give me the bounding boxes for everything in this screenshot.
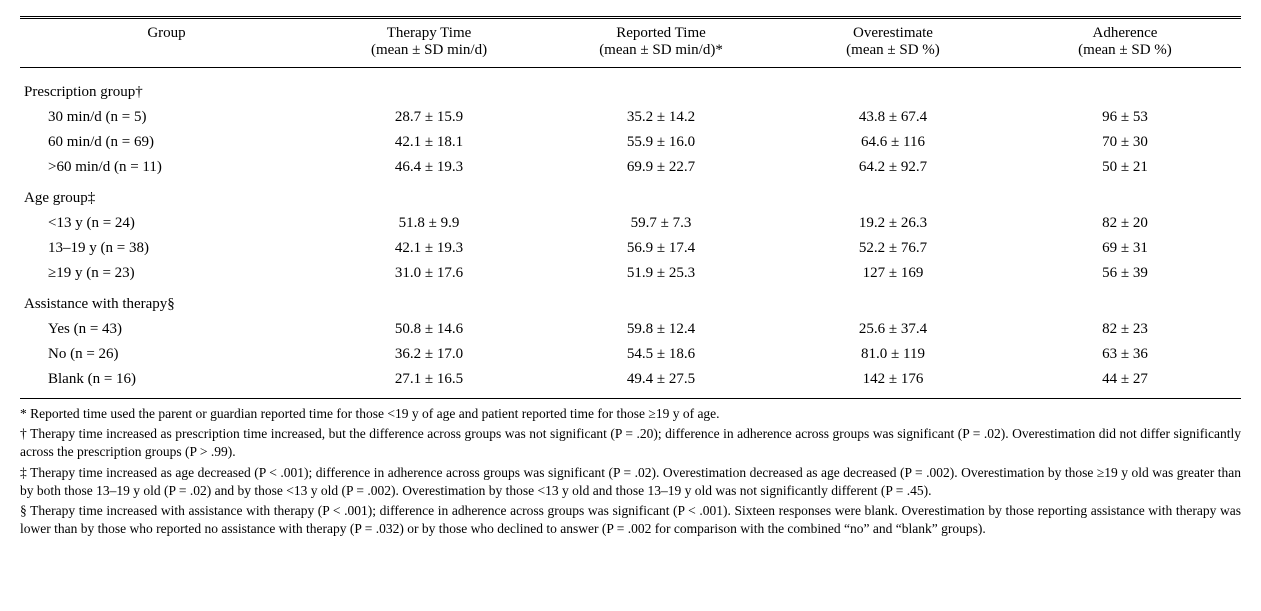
table-row: Blank (n = 16) 27.1 ± 16.5 49.4 ± 27.5 1… [20,367,1241,392]
table-row: Yes (n = 43) 50.8 ± 14.6 59.8 ± 12.4 25.… [20,317,1241,342]
section-row: Prescription group† [20,74,1241,105]
cell-overestimate: 19.2 ± 26.3 [777,211,1009,236]
footnote-dagger: † Therapy time increased as prescription… [20,425,1241,461]
col-header-adherence-l2: (mean ± SD %) [1078,42,1172,58]
section-title: Age group‡ [20,180,313,211]
cell-reported: 59.7 ± 7.3 [545,211,777,236]
col-header-reported-l1: Reported Time [616,25,706,41]
cell-reported: 69.9 ± 22.7 [545,155,777,180]
cell-therapy: 28.7 ± 15.9 [313,105,545,130]
table-row: 60 min/d (n = 69) 42.1 ± 18.1 55.9 ± 16.… [20,130,1241,155]
cell-therapy: 42.1 ± 19.3 [313,236,545,261]
cell-overestimate: 142 ± 176 [777,367,1009,392]
cell-reported: 55.9 ± 16.0 [545,130,777,155]
section-title: Assistance with therapy§ [20,286,313,317]
table-row: >60 min/d (n = 11) 46.4 ± 19.3 69.9 ± 22… [20,155,1241,180]
cell-therapy: 36.2 ± 17.0 [313,342,545,367]
row-label: 60 min/d (n = 69) [20,130,313,155]
section-row: Age group‡ [20,180,1241,211]
cell-adherence: 50 ± 21 [1009,155,1241,180]
row-label: 30 min/d (n = 5) [20,105,313,130]
table-row: 13–19 y (n = 38) 42.1 ± 19.3 56.9 ± 17.4… [20,236,1241,261]
table-row: <13 y (n = 24) 51.8 ± 9.9 59.7 ± 7.3 19.… [20,211,1241,236]
col-header-overestimate-l1: Overestimate [853,25,933,41]
footnote-ddagger: ‡ Therapy time increased as age decrease… [20,464,1241,500]
cell-therapy: 50.8 ± 14.6 [313,317,545,342]
col-header-reported-l2: (mean ± SD min/d)* [599,42,723,58]
table-row: 30 min/d (n = 5) 28.7 ± 15.9 35.2 ± 14.2… [20,105,1241,130]
footnotes: * Reported time used the parent or guard… [20,405,1241,539]
col-header-therapy: Therapy Time (mean ± SD min/d) [313,18,545,68]
cell-reported: 59.8 ± 12.4 [545,317,777,342]
col-header-overestimate-l2: (mean ± SD %) [846,42,940,58]
cell-therapy: 27.1 ± 16.5 [313,367,545,392]
cell-adherence: 96 ± 53 [1009,105,1241,130]
cell-adherence: 69 ± 31 [1009,236,1241,261]
section-row: Assistance with therapy§ [20,286,1241,317]
cell-therapy: 42.1 ± 18.1 [313,130,545,155]
row-label: ≥19 y (n = 23) [20,261,313,286]
cell-adherence: 70 ± 30 [1009,130,1241,155]
cell-adherence: 56 ± 39 [1009,261,1241,286]
col-header-overestimate: Overestimate (mean ± SD %) [777,18,1009,68]
cell-adherence: 82 ± 20 [1009,211,1241,236]
footnote-section: § Therapy time increased with assistance… [20,502,1241,538]
row-label: Blank (n = 16) [20,367,313,392]
cell-reported: 56.9 ± 17.4 [545,236,777,261]
table-row: No (n = 26) 36.2 ± 17.0 54.5 ± 18.6 81.0… [20,342,1241,367]
cell-reported: 49.4 ± 27.5 [545,367,777,392]
cell-overestimate: 81.0 ± 119 [777,342,1009,367]
cell-therapy: 31.0 ± 17.6 [313,261,545,286]
cell-overestimate: 64.6 ± 116 [777,130,1009,155]
cell-reported: 54.5 ± 18.6 [545,342,777,367]
cell-adherence: 63 ± 36 [1009,342,1241,367]
col-header-adherence: Adherence (mean ± SD %) [1009,18,1241,68]
row-label: 13–19 y (n = 38) [20,236,313,261]
cell-therapy: 51.8 ± 9.9 [313,211,545,236]
col-header-group: Group [20,18,313,68]
data-table: Group Therapy Time (mean ± SD min/d) Rep… [20,16,1241,399]
col-header-adherence-l1: Adherence [1093,25,1158,41]
cell-overestimate: 25.6 ± 37.4 [777,317,1009,342]
cell-adherence: 44 ± 27 [1009,367,1241,392]
section-title: Prescription group† [20,74,313,105]
bottom-rule [20,398,1241,399]
col-header-reported: Reported Time (mean ± SD min/d)* [545,18,777,68]
cell-overestimate: 43.8 ± 67.4 [777,105,1009,130]
cell-reported: 51.9 ± 25.3 [545,261,777,286]
col-header-therapy-l1: Therapy Time [387,25,472,41]
cell-overestimate: 64.2 ± 92.7 [777,155,1009,180]
footnote-star: * Reported time used the parent or guard… [20,405,1241,423]
row-label: <13 y (n = 24) [20,211,313,236]
table-body: Prescription group† 30 min/d (n = 5) 28.… [20,68,1241,399]
cell-overestimate: 52.2 ± 76.7 [777,236,1009,261]
cell-adherence: 82 ± 23 [1009,317,1241,342]
row-label: Yes (n = 43) [20,317,313,342]
row-label: No (n = 26) [20,342,313,367]
cell-overestimate: 127 ± 169 [777,261,1009,286]
col-header-therapy-l2: (mean ± SD min/d) [371,42,487,58]
table-row: ≥19 y (n = 23) 31.0 ± 17.6 51.9 ± 25.3 1… [20,261,1241,286]
row-label: >60 min/d (n = 11) [20,155,313,180]
cell-reported: 35.2 ± 14.2 [545,105,777,130]
cell-therapy: 46.4 ± 19.3 [313,155,545,180]
col-header-group-l1: Group [147,25,185,41]
